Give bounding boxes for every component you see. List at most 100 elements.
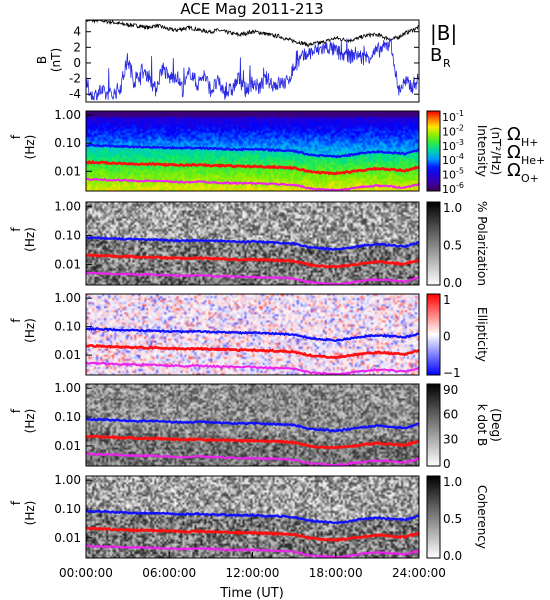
intensity-cbar-exp: -3	[456, 138, 464, 147]
kdotb-cbar-tick: 30	[443, 432, 458, 446]
coherency-cbar-tick: 0.5	[443, 512, 462, 526]
intensity-cbar-tick: 10	[442, 125, 456, 138]
intensity-ylabel: f	[9, 134, 23, 139]
ellipticity-ylabel: f	[9, 318, 23, 323]
coherency-ylabel: f	[9, 500, 23, 505]
b-field-panel: 420-2-4B (nT)|B|B R	[35, 19, 457, 103]
intensity-cbar-tick: 10	[442, 154, 456, 167]
ellipticity-cbar-tick: 1	[443, 293, 451, 307]
b-yunit: (nT)	[49, 48, 63, 72]
coherency-yunit: (Hz)	[23, 501, 37, 526]
gyrofrequency-legend: Ω H+Ω He+Ω O+	[507, 124, 545, 185]
ellipticity-frame	[85, 293, 420, 376]
ellipticity-He-gyro-line	[85, 343, 420, 359]
legend-btotal: |B|	[430, 21, 457, 45]
ellipticity-ytick-label: 0.10	[54, 320, 81, 334]
b-radial-line	[85, 37, 420, 101]
ellipticity-ytick-label: 0.01	[54, 348, 81, 362]
kdotb-O-gyro-line	[85, 452, 420, 467]
legend-omega: Ω	[507, 124, 521, 145]
polarization-O-gyro-line	[85, 271, 420, 286]
intensity-frame	[85, 110, 420, 192]
intensity-He-gyro-line	[85, 159, 420, 176]
x-tick-label: 00:00:00	[59, 566, 113, 580]
kdotb-colorbar: 90 60 30 0 k dot B (Deg)	[426, 383, 503, 471]
polarization-ytick-label: 1.00	[54, 199, 81, 213]
kdotb-cbar-label: k dot B	[475, 404, 489, 446]
coherency-ytick-label: 1.00	[54, 473, 81, 487]
kdotb-ytick-label: 0.01	[54, 439, 81, 453]
polarization-ytick-label: 0.10	[54, 228, 81, 242]
coherency-spectrogram	[86, 476, 419, 558]
polarization-spectrogram	[86, 202, 419, 285]
ellipticity-O-gyro-line	[85, 361, 420, 376]
b-ytick-label: 0	[73, 56, 81, 70]
polarization-cbar-tick: 0.0	[443, 276, 462, 290]
intensity-cbar-tick: 10	[442, 183, 456, 196]
intensity-O-gyro-line	[85, 177, 420, 192]
polarization-colorbar: 1.0 0.5 0.0 % Polarization	[426, 201, 489, 290]
kdotb-cbar-tick: 90	[443, 383, 458, 397]
x-axis: 00:00:00 06:00:00 12:00:00 18:00:00 24:00:00	[59, 552, 446, 580]
x-tick-label: 24:00:00	[392, 566, 446, 580]
kdotb-ytick-label: 0.10	[54, 410, 81, 424]
ellipticity-H-gyro-line	[85, 326, 420, 343]
b-ylabel: B	[35, 56, 49, 64]
intensity-cbar-tick: 10	[442, 140, 456, 153]
coherency-panel: 1.00 0.10 0.01 f (Hz) 1.0 0.5 0.0 Coherency	[9, 473, 489, 563]
ellipticity-yunit: (Hz)	[23, 318, 37, 343]
intensity-cbar-exp: -2	[456, 123, 464, 132]
intensity-ytick-label: 0.01	[54, 164, 81, 178]
ellipticity-colorbar-bar	[426, 293, 441, 376]
kdotb-spectrogram	[86, 384, 419, 466]
ellipticity-ytick-label: 1.00	[54, 291, 81, 305]
x-tick-label: 12:00:00	[226, 566, 280, 580]
intensity-colorbar-bar	[426, 110, 441, 192]
ellipticity-colorbar: 1 0 −1 Ellipticity	[426, 293, 489, 380]
intensity-cbar-exp: -5	[456, 167, 464, 176]
polarization-ytick-label: 0.01	[54, 258, 81, 272]
coherency-ytick-label: 0.01	[54, 531, 81, 545]
kdotb-colorbar-bar	[426, 383, 441, 467]
intensity-cbar-exp: -1	[456, 109, 464, 118]
intensity-cbar-tick: 10	[442, 111, 456, 124]
coherency-O-gyro-line	[85, 544, 420, 559]
intensity-panel: 1.000.100.01f (Hz)10-110-210-310-410 -510-…	[9, 108, 545, 196]
panels: 420-2-4B (nT)|B|B R1.000.100.01f (Hz)10 -110…	[9, 19, 545, 563]
kdotb-cbar-tick: 60	[443, 408, 458, 422]
kdotb-ylabel: f	[9, 408, 23, 413]
polarization-cbar-label: % Polarization	[475, 201, 489, 286]
legend-br-sub: R	[443, 57, 451, 70]
b-total-line	[85, 19, 420, 48]
polarization-H-gyro-line	[85, 235, 420, 252]
legend-ion: H+	[521, 136, 539, 149]
coherency-cbar-tick: 0.0	[443, 549, 462, 563]
intensity-cbar-exp: -6	[456, 181, 464, 190]
intensity-ytick-label: 0.10	[54, 136, 81, 150]
intensity-spectrogram	[86, 111, 419, 191]
kdotb-He-gyro-line	[85, 434, 420, 450]
legend-omega: Ω	[507, 142, 521, 163]
legend-br: B	[430, 45, 442, 66]
intensity-cbar-tick: 10	[442, 169, 456, 182]
coherency-cbar-tick: 1.0	[443, 475, 462, 489]
b-ytick-label: -2	[69, 72, 81, 86]
polarization-ylabel: f	[9, 227, 23, 232]
x-axis-label: Time (UT)	[219, 586, 284, 600]
chart-title: ACE Mag 2011-213	[180, 0, 323, 18]
kdotb-panel: 1.00 0.10 0.01 f (Hz) 90 60 30 0 k dot B (Deg)	[9, 381, 503, 471]
intensity-ytick-label: 1.00	[54, 108, 81, 122]
kdotb-frame	[85, 383, 420, 467]
coherency-colorbar-bar	[426, 475, 441, 559]
kdotb-cbar-unit: (Deg)	[489, 408, 503, 442]
kdotb-cbar-tick: 0	[443, 457, 451, 471]
polarization-He-gyro-line	[85, 253, 420, 269]
kdotb-ytick-label: 1.00	[54, 381, 81, 395]
x-tick-label: 18:00:00	[309, 566, 363, 580]
coherency-He-gyro-line	[85, 526, 420, 542]
intensity-cbar-label: Intensity	[475, 125, 489, 177]
polarization-cbar-tick: 0.5	[443, 239, 462, 253]
ellipticity-cbar-tick: −1	[443, 366, 461, 380]
coherency-cbar-label: Coherency	[475, 485, 489, 549]
